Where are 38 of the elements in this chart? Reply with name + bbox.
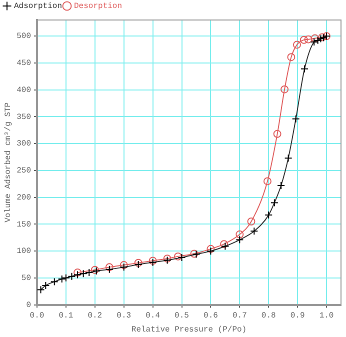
x-tick-label: 0.8 <box>261 312 276 321</box>
y-tick-label: 500 <box>16 32 32 42</box>
x-tick-label: 0.7 <box>232 312 248 321</box>
y-tick-label: 250 <box>16 166 32 176</box>
y-tick-label: 450 <box>16 59 32 68</box>
point <box>300 36 308 44</box>
y-tick-label: 100 <box>16 247 32 256</box>
y-tick-label: 150 <box>16 220 32 230</box>
y-tick-label: 50 <box>21 274 32 284</box>
point <box>280 85 289 94</box>
point <box>236 230 244 238</box>
y-tick-label: 300 <box>16 140 32 149</box>
legend-label: Desorption <box>74 2 122 12</box>
point <box>247 218 256 226</box>
x-axis-title: Relative Pressure (P/Po) <box>131 325 247 334</box>
y-axis-title: Volume Adsorbed cm³/g STP <box>4 102 13 222</box>
x-tick-label: 0.4 <box>146 312 160 321</box>
x-tick-label: 0.2 <box>88 312 102 321</box>
x-tick-label: 1.0 <box>319 312 334 321</box>
point <box>310 34 319 42</box>
y-tick-label: 350 <box>16 112 32 122</box>
y-tick-label: 400 <box>16 86 32 95</box>
x-tick-label: 0.1 <box>58 312 74 321</box>
point <box>273 130 282 138</box>
point <box>206 244 215 253</box>
y-tick-label: 200 <box>16 193 32 202</box>
legend-label: Adsorption <box>14 2 62 12</box>
y-tick-label: 0 <box>26 300 32 310</box>
x-tick-label: 0.9 <box>290 312 305 321</box>
x-tick-label: 0.6 <box>204 312 218 321</box>
point <box>263 177 272 186</box>
x-tick-label: 0.0 <box>30 312 44 321</box>
point <box>174 252 182 260</box>
x-tick-label: 0.3 <box>116 312 132 321</box>
point <box>304 35 312 44</box>
point <box>287 53 296 62</box>
point <box>292 40 301 49</box>
x-tick-label: 0.5 <box>174 312 190 321</box>
